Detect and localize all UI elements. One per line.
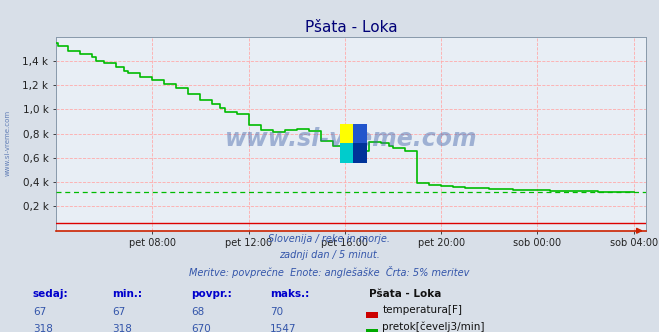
Text: www.si-vreme.com: www.si-vreme.com	[225, 127, 477, 151]
Text: 67: 67	[33, 307, 46, 317]
Bar	[353, 124, 366, 143]
Text: pretok[čevelj3/min]: pretok[čevelj3/min]	[382, 321, 485, 332]
Text: min.:: min.:	[112, 289, 142, 299]
Text: zadnji dan / 5 minut.: zadnji dan / 5 minut.	[279, 250, 380, 260]
Text: 318: 318	[33, 324, 53, 332]
Text: Slovenija / reke in morje.: Slovenija / reke in morje.	[268, 234, 391, 244]
Text: maks.:: maks.:	[270, 289, 310, 299]
Title: Pšata - Loka: Pšata - Loka	[304, 20, 397, 35]
Text: povpr.:: povpr.:	[191, 289, 232, 299]
Text: Pšata - Loka: Pšata - Loka	[369, 289, 442, 299]
Text: Meritve: povprečne  Enote: anglešaške  Črta: 5% meritev: Meritve: povprečne Enote: anglešaške Črt…	[189, 266, 470, 278]
Text: 670: 670	[191, 324, 211, 332]
Text: 67: 67	[112, 307, 125, 317]
Text: 68: 68	[191, 307, 204, 317]
Text: 318: 318	[112, 324, 132, 332]
Text: 70: 70	[270, 307, 283, 317]
Bar	[353, 143, 366, 163]
Text: 1547: 1547	[270, 324, 297, 332]
Bar	[340, 124, 353, 143]
Bar	[340, 143, 353, 163]
Text: temperatura[F]: temperatura[F]	[382, 305, 462, 315]
Text: sedaj:: sedaj:	[33, 289, 69, 299]
Text: www.si-vreme.com: www.si-vreme.com	[5, 110, 11, 176]
